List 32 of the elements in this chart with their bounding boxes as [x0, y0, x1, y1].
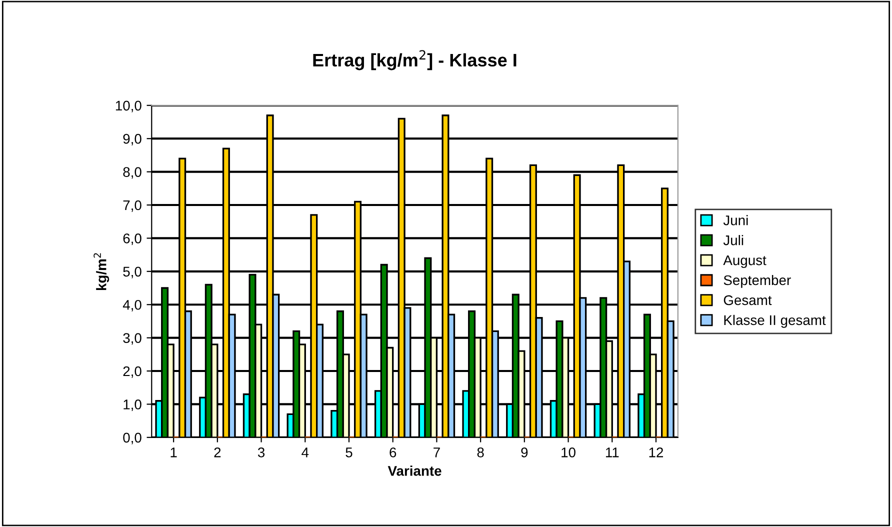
y-tick-label: 9,0: [123, 134, 142, 146]
x-tick-label: 8: [477, 448, 484, 458]
x-axis-title: Variante: [388, 466, 442, 476]
x-tick-label: 2: [214, 448, 221, 458]
x-tick-label: 4: [302, 448, 309, 458]
y-tick-label: 1,0: [124, 400, 142, 412]
y-tick-label: 5,0: [123, 266, 142, 278]
y-tick-label: 4,0: [122, 300, 142, 312]
x-tick-label: 5: [346, 448, 352, 458]
legend-label: Gesamt: [724, 295, 772, 306]
x-tick-label: 6: [390, 448, 396, 458]
y-tick-label: 2,0: [123, 366, 142, 378]
y-tick-label: 7,0: [123, 200, 142, 212]
x-tick-label: 9: [521, 448, 528, 458]
chart-title: Ertrag [kg/m$^{2}$] - Klasse I: [313, 50, 516, 70]
x-tick-label: 10: [562, 448, 576, 458]
y-axis-title: kg/m$^{2}$: [94, 253, 110, 290]
legend-label: Juli: [723, 235, 744, 246]
legend-label: Juni: [723, 215, 748, 226]
y-tick-label: 6,0: [123, 234, 142, 246]
y-tick-label: 10,0: [116, 100, 142, 112]
legend-label: September: [724, 274, 791, 288]
y-tick-label: 3,0: [123, 333, 142, 345]
y-tick-label: 0,0: [123, 432, 142, 444]
x-tick-label: 7: [434, 448, 440, 458]
x-tick-label: 12: [649, 448, 664, 458]
legend-label: August: [723, 255, 766, 268]
x-tick-label: 1: [170, 448, 177, 458]
y-tick-label: 8,0: [123, 167, 142, 179]
x-tick-label: 3: [258, 448, 265, 458]
legend-label: Klasse II gesamt: [724, 314, 826, 328]
x-tick-label: 11: [606, 448, 619, 458]
